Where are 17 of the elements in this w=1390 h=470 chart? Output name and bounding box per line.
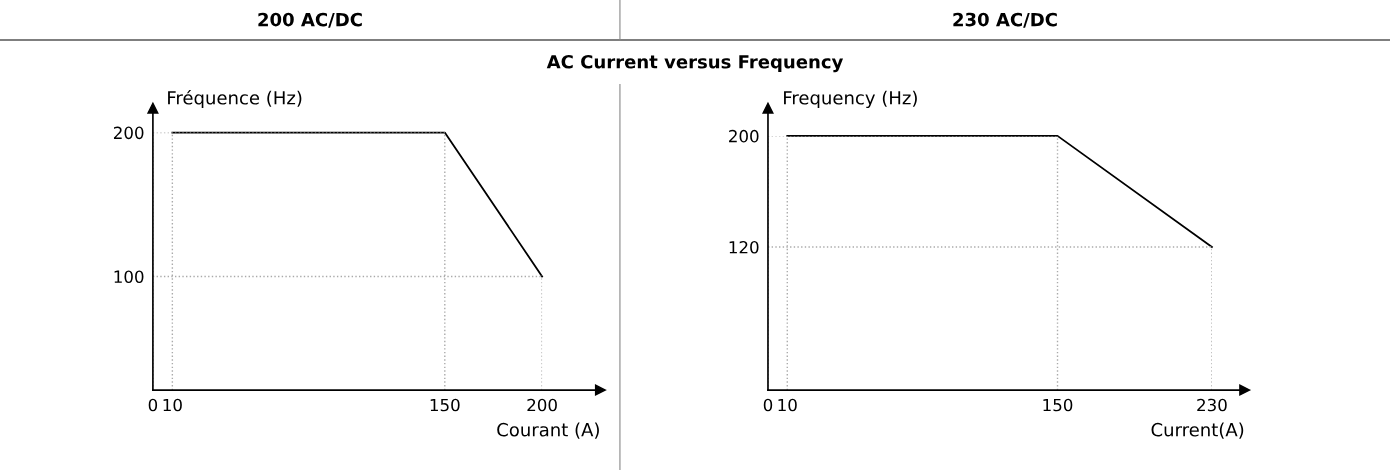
x-tick-label: 0 bbox=[763, 398, 773, 412]
chart-title: 200 AC/DC bbox=[258, 12, 362, 28]
x-tick-label: 150 bbox=[1043, 398, 1073, 412]
x-tick-label: 230 bbox=[1197, 398, 1227, 412]
y-tick-label: 120 bbox=[729, 240, 759, 254]
y-axis-title: Frequency (Hz) bbox=[784, 90, 917, 109]
x-tick-label: 10 bbox=[163, 398, 182, 412]
text: AC Current versus Frequency bbox=[546, 54, 844, 73]
y-axis-title: Fréquence (Hz) bbox=[168, 89, 302, 109]
chart-title: 230 AC/DC bbox=[953, 12, 1057, 28]
x-tick-label: 0 bbox=[148, 398, 158, 412]
x-tick-label: 200 bbox=[527, 398, 557, 412]
x-tick-label: 10 bbox=[778, 398, 797, 412]
x-axis-title: Courant (A) bbox=[497, 422, 599, 439]
x-tick-label: 150 bbox=[430, 398, 460, 412]
x-axis-title: Current(A) bbox=[1151, 422, 1244, 439]
y-tick-label: 100 bbox=[114, 270, 144, 284]
